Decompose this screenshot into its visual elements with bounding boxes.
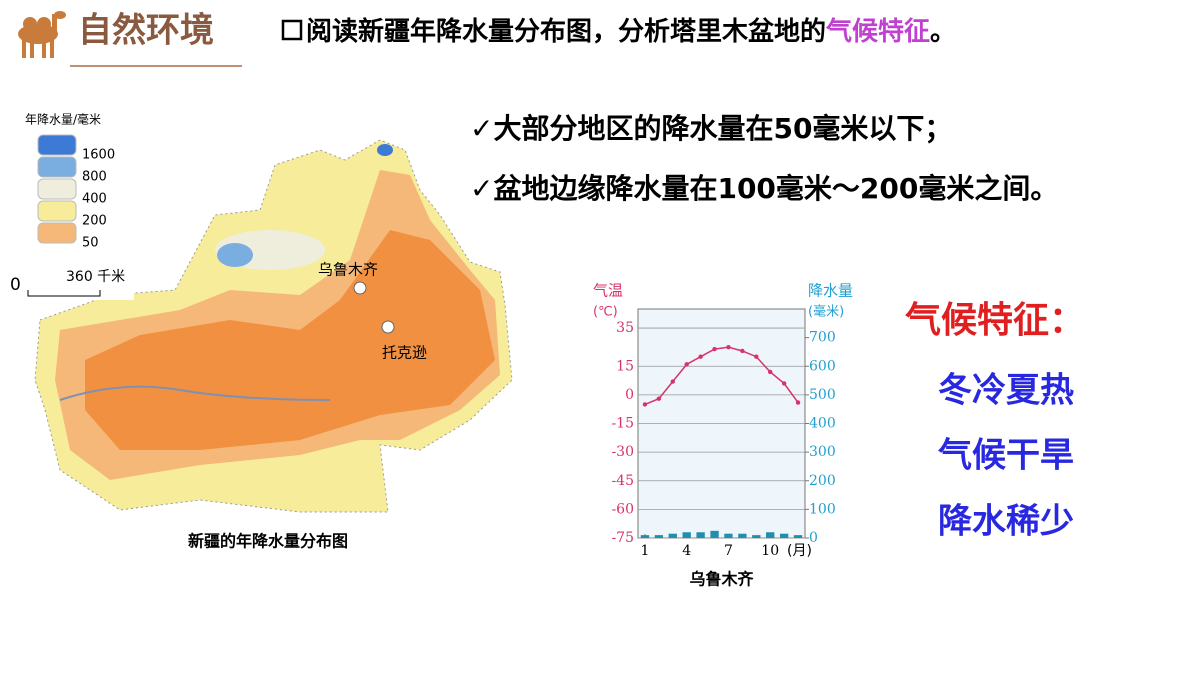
temp-point [726,344,731,350]
legend-label: 200 [82,214,107,229]
point-text: 大部分地区的降水量在50毫米以下； [493,112,952,145]
precip-bar [752,535,761,538]
temp-point [712,346,717,352]
precip-bar [696,532,705,538]
precip-bar [738,533,747,538]
y-tick-label: 15 [616,358,634,374]
city-dot [381,320,395,334]
temp-point [781,381,787,386]
x-unit: (月) [787,543,812,559]
y-tick-label: -60 [611,501,634,517]
feature-item: 冬冷夏热 [938,371,1074,411]
x-tick-label: 10 [761,543,779,559]
temp-point [740,348,745,354]
temp-point [684,362,689,367]
y-tick-label: -30 [611,444,634,460]
region-1600 [377,144,393,156]
legend-label: 1600 [82,148,115,163]
y2-tick-label: 200 [809,473,836,489]
precip-bar [724,533,733,538]
temp-point [656,396,662,401]
temp-point [642,402,648,407]
temp-line [644,346,799,406]
y2-tick-label: 500 [809,387,836,403]
y2-label: 降水量 [808,282,853,300]
precip-bar [766,532,775,538]
river [59,385,331,401]
temp-point [795,400,801,405]
temp-point [698,354,703,359]
point-text: 盆地边缘降水量在100毫米～200毫米之间。 [493,172,1058,205]
prompt-highlight: 气候特征 [825,16,930,47]
temp-point [768,369,773,375]
feature-item: 气候干旱 [937,436,1074,476]
temp-point [670,379,675,384]
x-tick-label: 1 [640,543,649,559]
city-label: 托克逊 [382,344,427,362]
camel-icon [18,11,66,58]
map: 乌鲁木齐 托克逊 年降水量/毫米 1600 800 400 200 50 0 360 千… [10,108,513,551]
climate-chart: 35150-15-30-45-60-7570060050040030020010… [593,282,853,589]
point: ✓大部分地区的降水量在50毫米以下； [470,112,952,145]
city-label: 乌鲁木齐 [318,261,378,279]
legend-swatch [37,178,77,200]
legend-label: 800 [82,170,107,185]
legend-swatch [37,200,77,222]
y-tick-label: -45 [611,473,634,489]
checkbox-icon [281,19,303,41]
y2-tick-label: 100 [809,501,836,517]
city-dot [353,281,367,295]
precip-bar [682,532,691,538]
temp-point [754,354,759,359]
feature-item: 降水稀少 [938,502,1074,542]
chart-title: 乌鲁木齐 [689,570,754,589]
precip-bar [779,533,789,538]
y2-tick-label: 300 [809,444,836,460]
precip-bar [654,535,664,538]
x-tick-label: 7 [724,543,733,559]
y-tick-label: -75 [611,530,634,546]
legend-title: 年降水量/毫米 [25,112,101,127]
legend-label: 400 [82,192,107,207]
precip-bar [640,535,650,538]
scale-label: 360 千米 [66,269,125,285]
y-tick-label: 0 [625,387,634,403]
y-unit: (℃) [593,305,618,320]
precip-bar [668,533,677,538]
prompt: 阅读新疆年降水量分布图，分析塔里木盆地的气候特征。 [306,16,956,47]
legend-swatch [37,134,77,156]
y-tick-label: 35 [616,320,634,336]
y2-tick-label: 600 [809,358,836,374]
scale-bar [27,290,101,297]
region-800 [217,243,253,267]
section-title: 自然环境 [78,11,214,51]
map-caption: 新疆的年降水量分布图 [188,532,348,551]
region-below-50 [85,230,495,450]
point: ✓盆地边缘降水量在100毫米～200毫米之间。 [470,172,1058,205]
y2-tick-label: 0 [809,530,818,546]
precip-bar [793,535,803,538]
legend-swatch [37,222,77,244]
prompt-text: 阅读新疆年降水量分布图，分析塔里木盆地的 [306,16,826,47]
y-tick-label: -15 [611,416,634,432]
legend-label: 50 [82,236,99,251]
scale-zero: 0 [10,275,21,295]
precip-bar [710,530,719,538]
features-title: 气候特征： [905,300,1085,341]
legend-swatch [37,156,77,178]
y2-tick-label: 700 [809,330,836,346]
legend: 1600 800 400 200 50 [37,134,115,251]
y-label: 气温 [593,282,623,300]
prompt-end: 。 [930,17,956,47]
x-tick-label: 4 [682,543,691,559]
y2-tick-label: 400 [809,416,836,432]
y2-unit: (毫米) [808,304,844,320]
